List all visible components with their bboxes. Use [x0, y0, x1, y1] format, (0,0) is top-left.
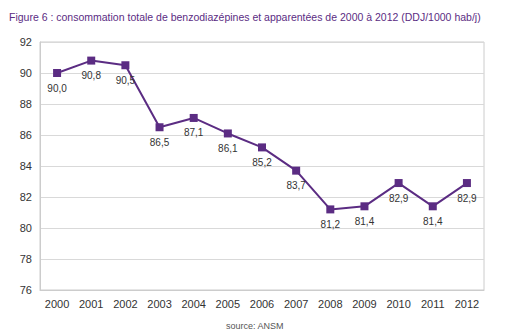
svg-text:2012: 2012 — [455, 298, 479, 310]
svg-text:90: 90 — [20, 67, 32, 79]
svg-text:80: 80 — [20, 222, 32, 234]
svg-text:78: 78 — [20, 253, 32, 265]
svg-text:Figure 6 : consommation totale: Figure 6 : consommation totale de benzod… — [9, 11, 481, 23]
svg-text:source: ANSM: source: ANSM — [226, 321, 284, 331]
svg-text:84: 84 — [20, 160, 32, 172]
svg-text:81,2: 81,2 — [321, 219, 341, 230]
svg-text:82,9: 82,9 — [457, 193, 477, 204]
svg-text:76: 76 — [20, 284, 32, 296]
svg-text:2008: 2008 — [318, 298, 342, 310]
svg-text:85,2: 85,2 — [252, 157, 272, 168]
svg-text:2000: 2000 — [45, 298, 69, 310]
svg-text:2003: 2003 — [147, 298, 171, 310]
svg-text:82,9: 82,9 — [389, 193, 409, 204]
svg-text:2002: 2002 — [113, 298, 137, 310]
svg-text:2009: 2009 — [352, 298, 376, 310]
svg-text:81,4: 81,4 — [423, 216, 443, 227]
svg-text:2007: 2007 — [284, 298, 308, 310]
svg-text:2004: 2004 — [181, 298, 205, 310]
svg-text:86,1: 86,1 — [218, 143, 238, 154]
svg-text:2011: 2011 — [421, 298, 445, 310]
svg-text:82: 82 — [20, 191, 32, 203]
svg-text:87,1: 87,1 — [184, 127, 204, 138]
svg-text:81,4: 81,4 — [355, 216, 375, 227]
svg-text:86,5: 86,5 — [150, 137, 170, 148]
svg-text:2001: 2001 — [79, 298, 103, 310]
svg-text:92: 92 — [20, 36, 32, 48]
svg-text:2006: 2006 — [250, 298, 274, 310]
svg-text:90,5: 90,5 — [116, 75, 136, 86]
svg-text:2005: 2005 — [216, 298, 240, 310]
svg-text:90,0: 90,0 — [47, 83, 67, 94]
svg-text:86: 86 — [20, 129, 32, 141]
svg-text:88: 88 — [20, 98, 32, 110]
svg-text:2010: 2010 — [386, 298, 410, 310]
svg-text:83,7: 83,7 — [286, 180, 306, 191]
svg-text:90,8: 90,8 — [81, 70, 101, 81]
